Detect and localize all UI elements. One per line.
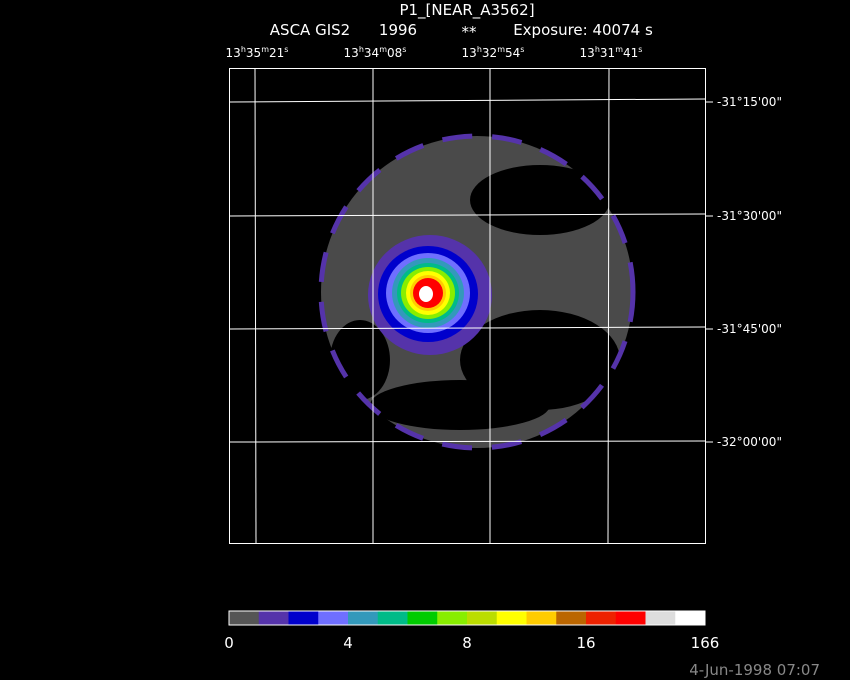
instrument: ASCA GIS2 xyxy=(270,21,350,39)
title: P1_[NEAR_A3562] xyxy=(399,1,534,20)
ra-value: 34 xyxy=(364,46,379,60)
flag: ** xyxy=(462,23,478,41)
colorbar-segment xyxy=(288,611,319,625)
ra-label: 13h35m21s xyxy=(226,45,289,60)
ra-unit: m xyxy=(261,45,269,54)
grid-line xyxy=(228,440,706,443)
colorbar-segment xyxy=(258,611,289,625)
ra-label: 13h34m08s xyxy=(344,45,407,60)
ra-unit: s xyxy=(284,45,288,54)
dec-label: -31°15'00" xyxy=(717,95,782,109)
ra-value: 13 xyxy=(226,46,241,60)
ra-value: 08 xyxy=(387,46,402,60)
dec-label: -31°45'00" xyxy=(717,322,782,336)
ra-value: 35 xyxy=(246,46,261,60)
ra-value: 41 xyxy=(623,46,638,60)
ra-label: 13h31m41s xyxy=(580,45,643,60)
colorbar-segment xyxy=(675,611,706,625)
colorbar-label: 166 xyxy=(691,634,720,652)
ra-unit: s xyxy=(402,45,406,54)
colorbar-segment xyxy=(496,611,527,625)
ra-unit: s xyxy=(638,45,642,54)
ra-unit: s xyxy=(520,45,524,54)
dark-patch xyxy=(370,380,550,430)
ra-unit: m xyxy=(379,45,387,54)
ra-unit: m xyxy=(497,45,505,54)
ra-unit: h xyxy=(477,45,482,54)
rim xyxy=(318,133,636,451)
colorbar-segment xyxy=(437,611,468,625)
colorbar-segment xyxy=(467,611,498,625)
colorbar-label: 16 xyxy=(576,634,595,652)
date: 4-Jun-1998 07:07 xyxy=(689,661,820,679)
colorbar-segment xyxy=(586,611,617,625)
ra-value: 54 xyxy=(505,46,520,60)
colorbar-segment xyxy=(348,611,379,625)
dec-label: -32°00'00" xyxy=(717,435,782,449)
colorbar-frame xyxy=(228,610,706,626)
colorbar-segment xyxy=(377,611,408,625)
grid-line xyxy=(228,98,706,103)
colorbar-label: 0 xyxy=(224,634,234,652)
dark-patch xyxy=(330,320,390,400)
ra-unit: h xyxy=(595,45,600,54)
colorbar-segment xyxy=(526,611,557,625)
year: 1996 xyxy=(379,21,417,39)
colorbar-label: 4 xyxy=(343,634,353,652)
colorbar-segment xyxy=(615,611,646,625)
colorbar-label: 8 xyxy=(462,634,472,652)
ra-value: 21 xyxy=(269,46,284,60)
frame xyxy=(229,68,706,544)
ra-unit: h xyxy=(359,45,364,54)
colorbar-segment xyxy=(229,611,260,625)
ra-label: 13h32m54s xyxy=(462,45,525,60)
grid-line xyxy=(228,213,706,217)
ra-value: 13 xyxy=(344,46,359,60)
dec-label: -31°30'00" xyxy=(717,209,782,223)
ra-value: 32 xyxy=(482,46,497,60)
ra-value: 31 xyxy=(600,46,615,60)
grid-line xyxy=(228,326,706,330)
grid xyxy=(228,67,706,544)
grid-line xyxy=(254,67,257,544)
colorbar-segment xyxy=(318,611,349,625)
grid-line xyxy=(607,67,610,544)
colorbar-segment xyxy=(645,611,676,625)
ra-value: 13 xyxy=(580,46,595,60)
colorbar-segment xyxy=(556,611,587,625)
dark-patch xyxy=(470,165,610,235)
peak xyxy=(419,286,433,302)
ra-unit: h xyxy=(241,45,246,54)
ra-unit: m xyxy=(615,45,623,54)
colorbar-segment xyxy=(407,611,438,625)
ra-value: 13 xyxy=(462,46,477,60)
exposure: Exposure: 40074 s xyxy=(513,21,653,39)
image xyxy=(318,133,636,451)
